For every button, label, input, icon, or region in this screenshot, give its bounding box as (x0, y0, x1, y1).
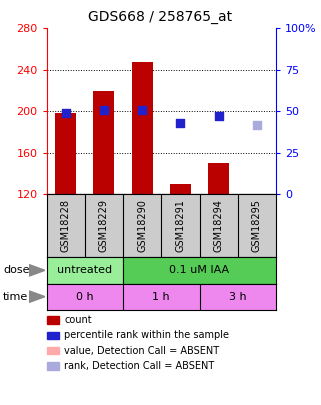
Point (216, 113, 221, 119)
Bar (123, 284, 200, 310)
Text: 0 h: 0 h (76, 292, 94, 302)
Text: 1 h: 1 h (152, 292, 170, 302)
Text: GSM18290: GSM18290 (137, 199, 147, 252)
Text: percentile rank within the sample: percentile rank within the sample (64, 330, 229, 340)
Text: GSM18294: GSM18294 (214, 199, 224, 252)
Text: GSM18228: GSM18228 (61, 199, 71, 252)
Text: 0.1 uM IAA: 0.1 uM IAA (169, 265, 230, 275)
Text: GSM18291: GSM18291 (176, 199, 186, 252)
Polygon shape (29, 291, 45, 303)
Text: GSM18229: GSM18229 (99, 199, 109, 252)
Bar (132, 62, 153, 194)
Text: untreated: untreated (57, 265, 112, 275)
Bar (47, 257, 123, 284)
Point (254, 122, 259, 128)
Text: dose: dose (3, 265, 30, 275)
Text: 3 h: 3 h (229, 292, 247, 302)
Bar (208, 163, 229, 194)
Text: value, Detection Call = ABSENT: value, Detection Call = ABSENT (64, 346, 219, 356)
Point (140, 107, 145, 113)
Point (178, 120, 183, 126)
Point (63, 110, 68, 116)
Bar (55, 113, 76, 194)
Polygon shape (29, 264, 45, 276)
Text: rank, Detection Call = ABSENT: rank, Detection Call = ABSENT (64, 361, 214, 371)
Bar (93, 91, 115, 194)
Bar (123, 257, 276, 284)
Text: time: time (3, 292, 29, 302)
Text: count: count (64, 315, 92, 325)
Bar (170, 184, 191, 194)
Point (101, 107, 107, 113)
Text: GSM18295: GSM18295 (252, 199, 262, 252)
Text: GDS668 / 258765_at: GDS668 / 258765_at (89, 10, 232, 24)
Bar (200, 284, 276, 310)
Bar (47, 284, 123, 310)
